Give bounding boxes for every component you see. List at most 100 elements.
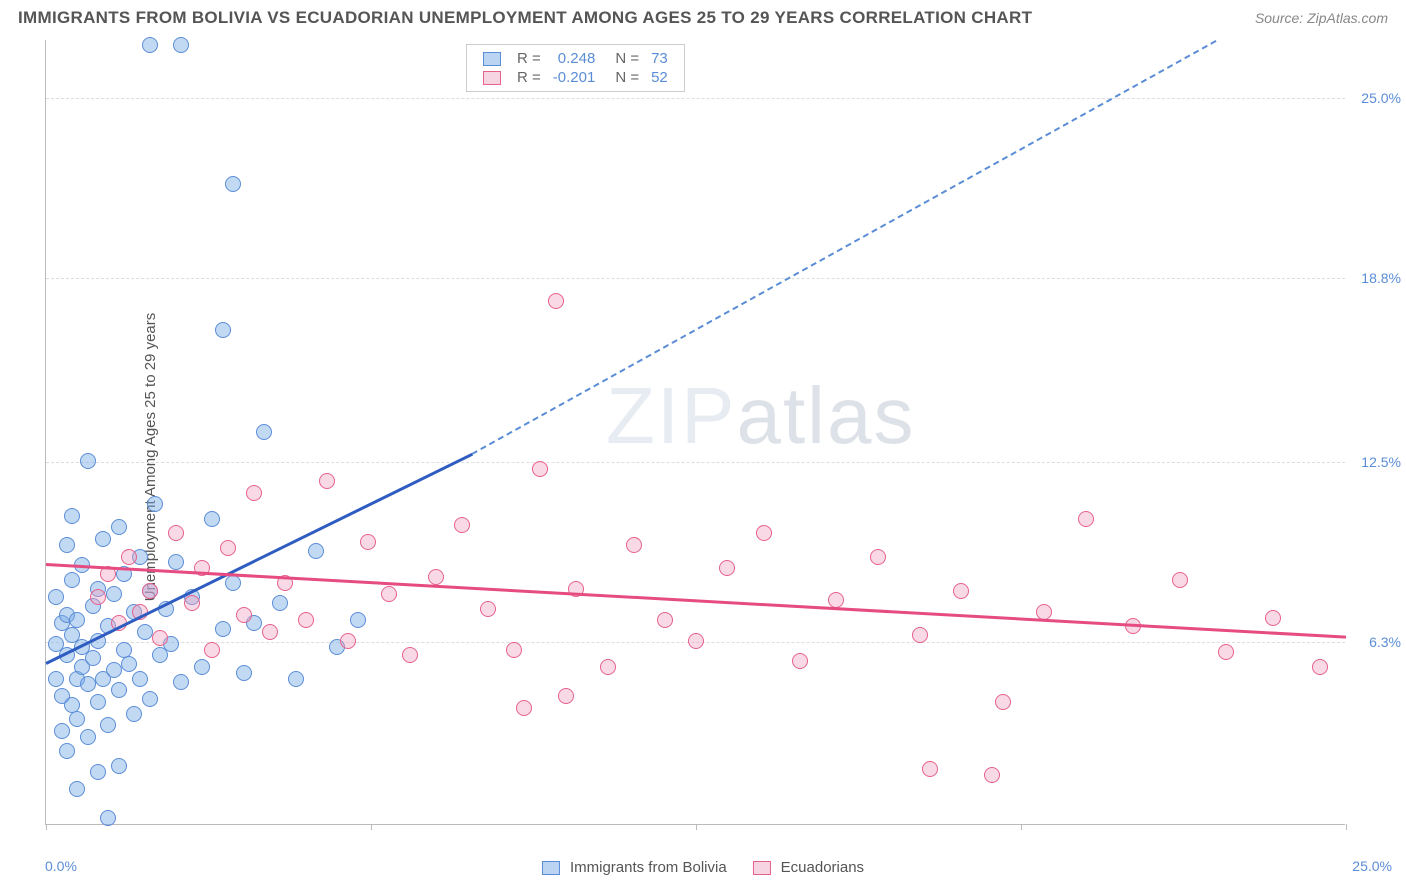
data-point [756, 525, 772, 541]
data-point [111, 758, 127, 774]
data-point [121, 549, 137, 565]
chart-title: IMMIGRANTS FROM BOLIVIA VS ECUADORIAN UN… [18, 8, 1032, 28]
data-point [381, 586, 397, 602]
data-point [137, 624, 153, 640]
legend-n-value: 73 [645, 49, 674, 68]
data-point [272, 595, 288, 611]
data-point [516, 700, 532, 716]
x-axis-max: 25.0% [1352, 858, 1392, 874]
data-point [480, 601, 496, 617]
data-point [168, 525, 184, 541]
data-point [454, 517, 470, 533]
data-point [236, 607, 252, 623]
legend-swatch [483, 71, 501, 85]
data-point [319, 473, 335, 489]
chart-container: Unemployment Among Ages 25 to 29 years Z… [0, 32, 1406, 882]
data-point [142, 37, 158, 53]
data-point [69, 781, 85, 797]
legend-r-label: R = [511, 49, 547, 68]
data-point [626, 537, 642, 553]
y-tick-label: 6.3% [1369, 634, 1401, 650]
data-point [173, 674, 189, 690]
data-point [340, 633, 356, 649]
data-point [111, 519, 127, 535]
data-point [298, 612, 314, 628]
data-point [194, 659, 210, 675]
data-point [600, 659, 616, 675]
trend-line [45, 453, 473, 665]
x-tick [696, 824, 697, 830]
data-point [59, 743, 75, 759]
x-tick [371, 824, 372, 830]
data-point [225, 176, 241, 192]
data-point [85, 650, 101, 666]
data-point [288, 671, 304, 687]
data-point [168, 554, 184, 570]
data-point [106, 586, 122, 602]
data-point [350, 612, 366, 628]
series-legend: Immigrants from BoliviaEcuadorians [542, 859, 864, 876]
legend-n-label: N = [601, 68, 645, 87]
data-point [204, 642, 220, 658]
data-point [1036, 604, 1052, 620]
gridline [46, 462, 1345, 463]
data-point [1218, 644, 1234, 660]
data-point [69, 612, 85, 628]
data-point [984, 767, 1000, 783]
data-point [80, 729, 96, 745]
data-point [215, 322, 231, 338]
data-point [142, 583, 158, 599]
data-point [870, 549, 886, 565]
legend-r-value: 0.248 [547, 49, 602, 68]
trend-line [472, 40, 1217, 455]
y-tick-label: 12.5% [1361, 454, 1401, 470]
data-point [995, 694, 1011, 710]
trend-line [46, 563, 1346, 639]
y-tick-label: 25.0% [1361, 90, 1401, 106]
legend-r-value: -0.201 [547, 68, 602, 87]
legend-swatch [483, 52, 501, 66]
data-point [54, 723, 70, 739]
data-point [719, 560, 735, 576]
legend-item: Ecuadorians [753, 859, 864, 876]
data-point [1078, 511, 1094, 527]
data-point [90, 694, 106, 710]
data-point [428, 569, 444, 585]
data-point [828, 592, 844, 608]
legend-label: Ecuadorians [781, 859, 864, 876]
data-point [225, 575, 241, 591]
data-point [173, 37, 189, 53]
data-point [48, 589, 64, 605]
data-point [184, 595, 200, 611]
plot-area: ZIPatlas R =0.248N =73R =-0.201N =52 6.3… [45, 40, 1345, 825]
source-label: Source: ZipAtlas.com [1255, 10, 1388, 26]
data-point [220, 540, 236, 556]
data-point [100, 717, 116, 733]
x-axis-min: 0.0% [45, 858, 77, 874]
data-point [80, 676, 96, 692]
data-point [69, 711, 85, 727]
y-tick-label: 18.8% [1361, 270, 1401, 286]
data-point [688, 633, 704, 649]
data-point [922, 761, 938, 777]
data-point [64, 572, 80, 588]
data-point [121, 656, 137, 672]
data-point [532, 461, 548, 477]
data-point [236, 665, 252, 681]
data-point [147, 496, 163, 512]
data-point [59, 537, 75, 553]
data-point [106, 662, 122, 678]
correlation-legend: R =0.248N =73R =-0.201N =52 [466, 44, 685, 92]
data-point [204, 511, 220, 527]
x-tick [1021, 824, 1022, 830]
data-point [912, 627, 928, 643]
data-point [215, 621, 231, 637]
data-point [1172, 572, 1188, 588]
data-point [90, 764, 106, 780]
data-point [256, 424, 272, 440]
data-point [152, 630, 168, 646]
data-point [548, 293, 564, 309]
data-point [558, 688, 574, 704]
data-point [308, 543, 324, 559]
data-point [360, 534, 376, 550]
